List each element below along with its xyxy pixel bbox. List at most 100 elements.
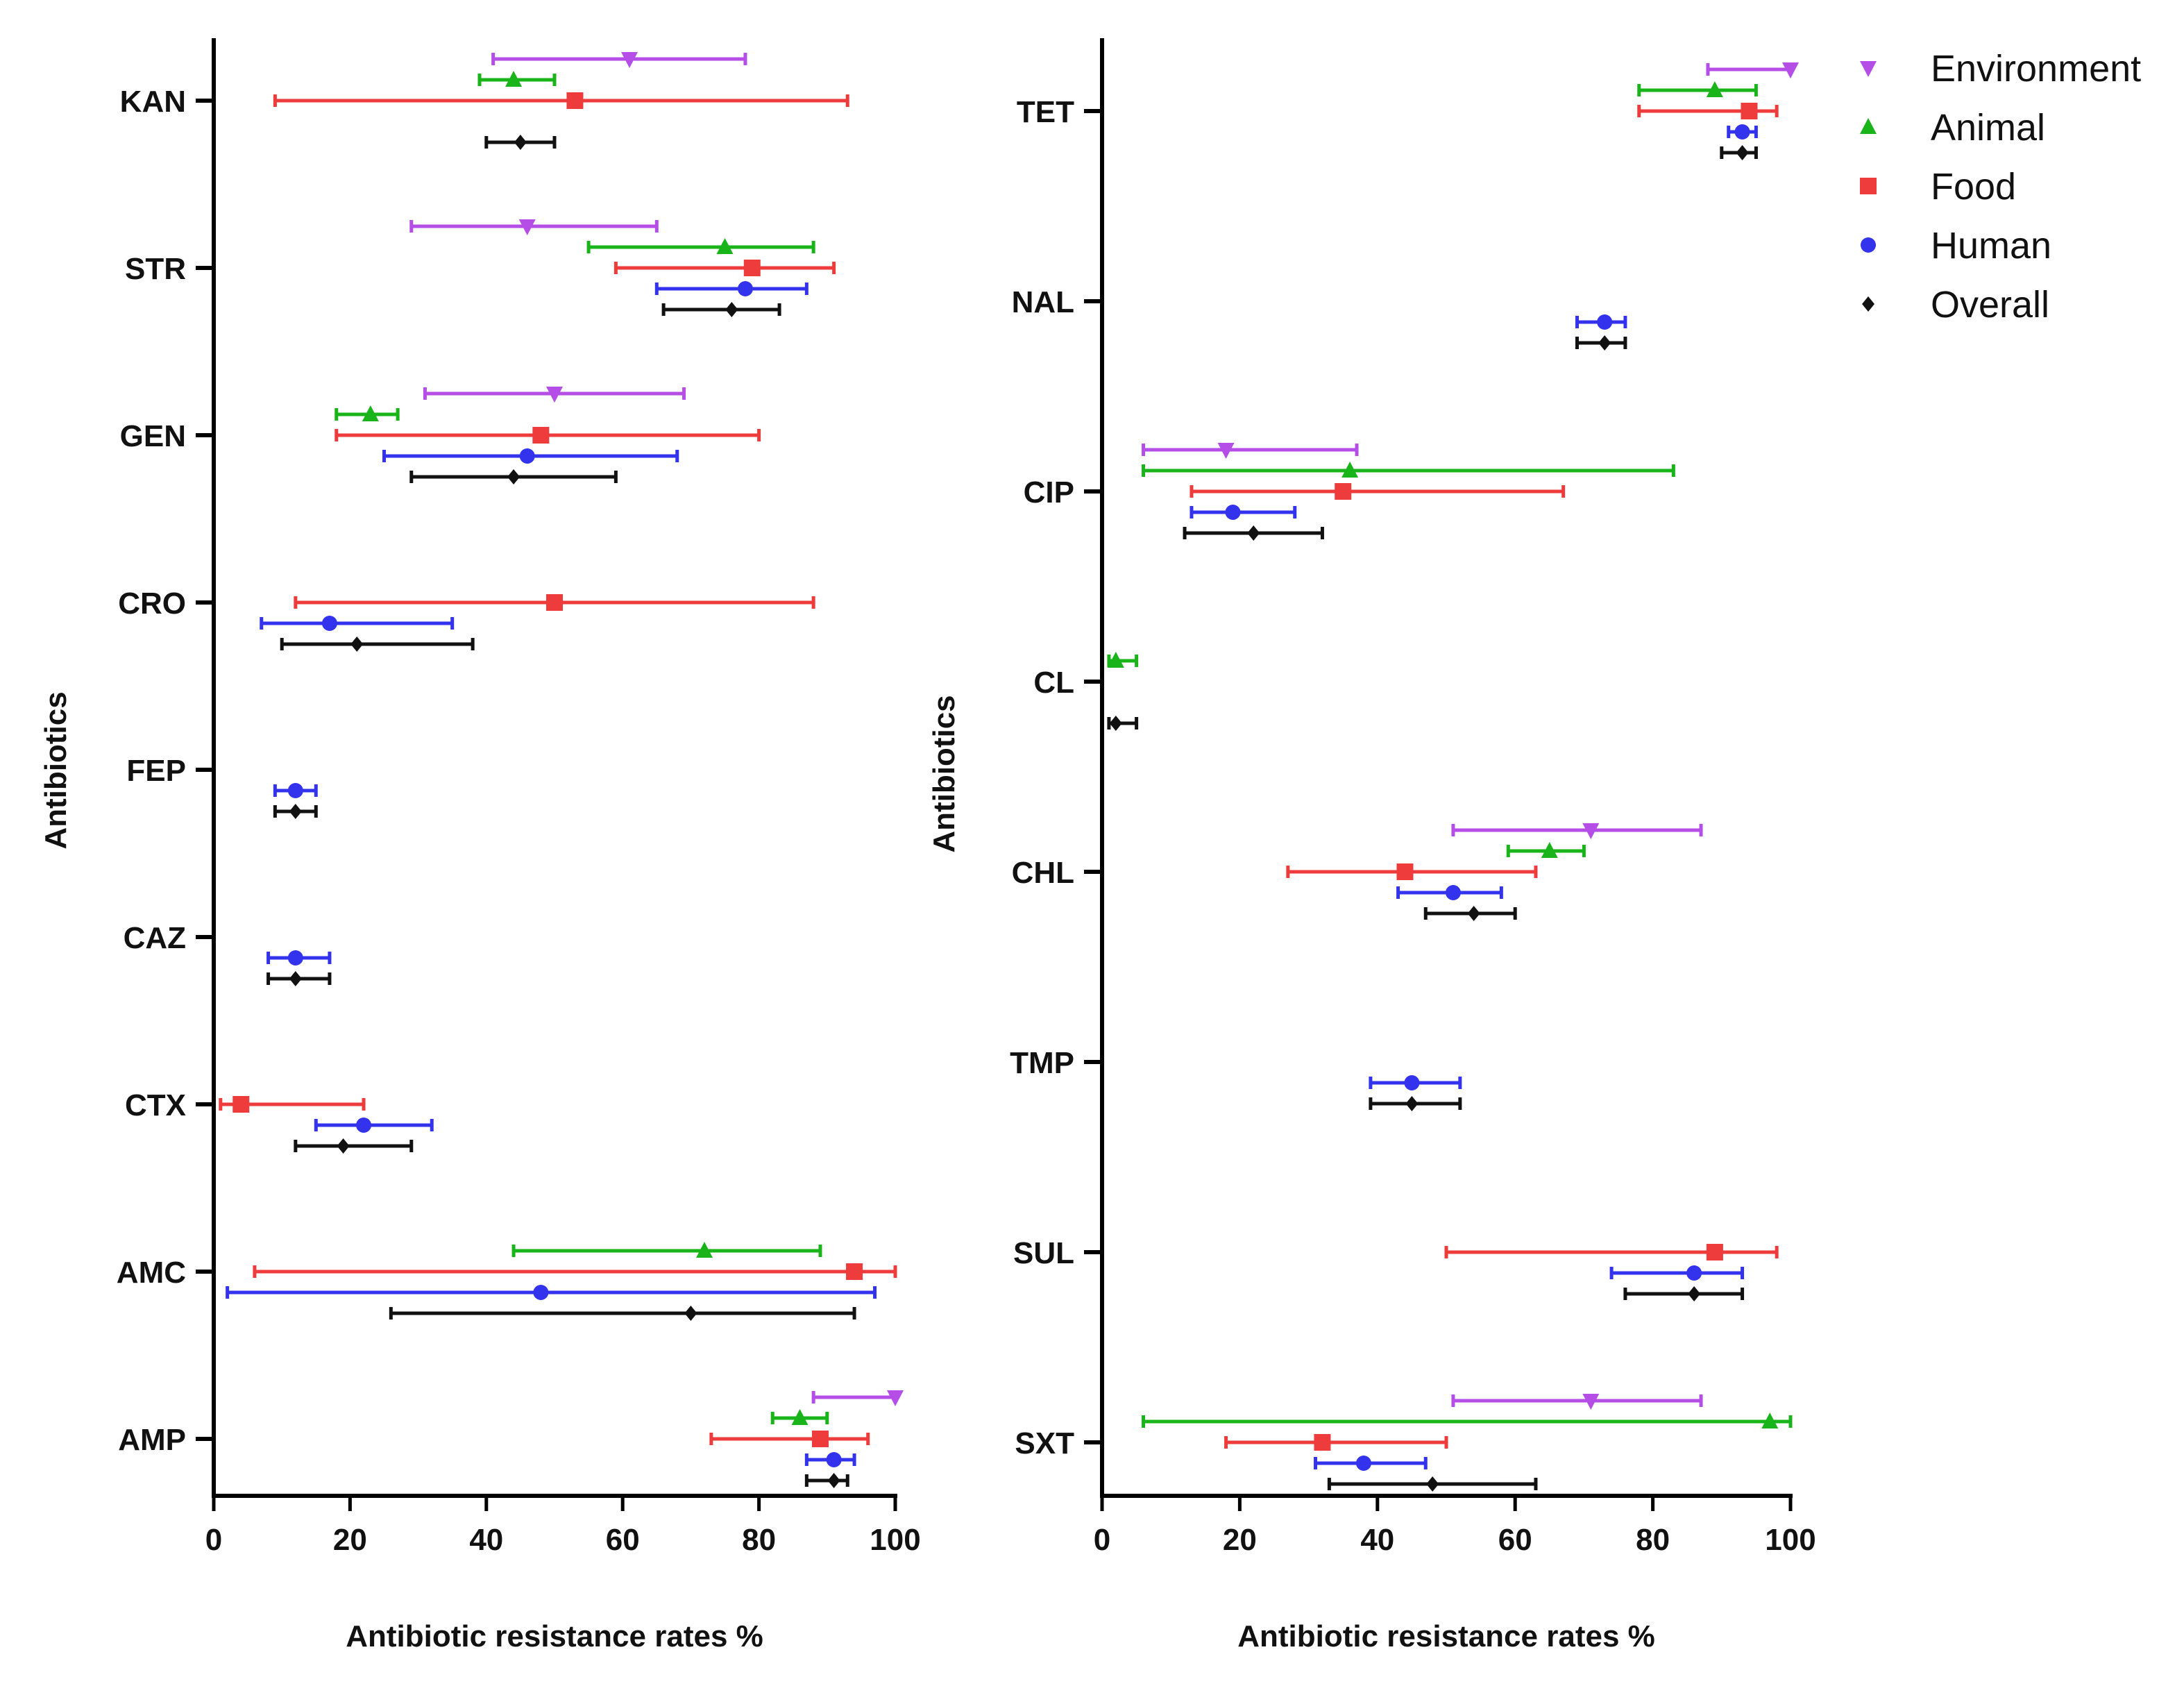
category-label-caz: CAZ [124,921,186,955]
legend-marker-human [1861,237,1876,253]
legend-marker-overall [1862,296,1874,312]
y-axis-title: Antibiotics [927,695,961,852]
human-cip-point [1225,505,1241,520]
human-str-point [737,281,753,296]
category-label-sul: SUL [1013,1236,1074,1270]
animal-amc-point [696,1242,713,1258]
food-amc-point [846,1263,863,1280]
x-tick-label: 40 [1360,1523,1394,1557]
x-axis-title: Antibiotic resistance rates % [1237,1619,1655,1653]
x-tick-label: 80 [1636,1523,1670,1557]
food-cip-point [1335,483,1352,500]
overall-gen-point [507,469,520,484]
category-label-tet: TET [1017,95,1074,129]
category-label-amp: AMP [118,1423,186,1457]
overall-fep-point [289,804,302,819]
legend: Environment Animal Food Human Overall [1860,48,2141,326]
legend-label-food: Food [1931,166,2016,208]
x-axis-title: Antibiotic resistance rates % [346,1619,763,1653]
overall-chl-point [1467,906,1480,921]
food-chl-point [1396,863,1414,880]
category-label-cip: CIP [1024,475,1074,509]
human-chl-point [1445,885,1461,900]
human-tmp-point [1404,1075,1420,1090]
legend-label-human: Human [1931,225,2051,267]
food-amp-point [811,1431,829,1447]
human-gen-point [519,448,535,464]
food-sul-point [1706,1244,1723,1261]
overall-kan-point [514,135,527,150]
category-label-fep: FEP [126,754,186,788]
environment-str-point [518,219,536,235]
legend-marker-animal [1860,118,1877,134]
environment-kan-point [621,52,638,68]
x-tick-label: 0 [1094,1523,1110,1557]
animal-amp-point [791,1409,809,1425]
category-label-str: STR [125,252,186,286]
overall-sxt-point [1426,1476,1439,1492]
category-label-cl: CL [1033,666,1074,700]
x-tick-label: 20 [333,1523,367,1557]
human-sul-point [1686,1265,1702,1281]
food-ctx-point [232,1096,250,1113]
human-amc-point [533,1285,549,1300]
animal-cl-point [1107,652,1124,668]
category-label-amc: AMC [117,1256,186,1290]
x-tick-label: 100 [870,1523,920,1557]
category-label-nal: NAL [1012,285,1074,319]
human-amp-point [826,1452,842,1467]
x-tick-label: 60 [606,1523,640,1557]
overall-str-point [725,302,738,317]
human-tet-point [1734,124,1750,140]
environment-amp-point [887,1390,904,1406]
overall-tet-point [1736,145,1749,160]
animal-sxt-point [1761,1413,1779,1428]
legend-marker-food [1860,178,1877,194]
overall-cip-point [1247,525,1260,541]
legend-label-environment: Environment [1931,48,2141,90]
category-label-cro: CRO [118,587,186,621]
legend-label-animal: Animal [1931,107,2045,149]
category-label-gen: GEN [120,419,186,453]
food-kan-point [566,92,584,109]
right-panel: 0 20 40 60 80 100 Antibiotic resistance rates … [927,38,1816,1653]
overall-nal-point [1598,335,1611,351]
x-tick-label: 80 [742,1523,776,1557]
human-sxt-point [1355,1456,1371,1471]
food-sxt-point [1314,1434,1331,1451]
environment-chl-point [1582,823,1600,839]
overall-tmp-point [1405,1096,1419,1111]
overall-ctx-point [337,1138,350,1154]
environment-sxt-point [1582,1394,1600,1410]
human-caz-point [287,950,303,966]
animal-gen-point [362,405,379,421]
human-cro-point [321,616,337,631]
human-nal-point [1597,314,1613,330]
y-axis-title: Antibiotics [39,691,73,849]
overall-cl-point [1109,716,1122,731]
animal-chl-point [1541,842,1558,858]
environment-cip-point [1217,443,1235,459]
category-label-tmp: TMP [1010,1046,1074,1080]
food-str-point [743,260,761,276]
animal-str-point [716,238,734,254]
x-tick-label: 60 [1498,1523,1532,1557]
category-label-chl: CHL [1012,856,1074,890]
environment-gen-point [546,387,563,403]
food-tet-point [1741,103,1758,119]
overall-amp-point [827,1473,840,1488]
category-label-kan: KAN [120,85,186,119]
legend-label-overall: Overall [1931,284,2049,326]
x-tick-label: 100 [1765,1523,1815,1557]
x-tick-label: 40 [469,1523,503,1557]
food-gen-point [532,427,550,444]
animal-tet-point [1706,81,1723,97]
x-tick-label: 0 [205,1523,222,1557]
animal-kan-point [505,71,523,87]
human-fep-point [287,783,303,798]
overall-sul-point [1688,1286,1701,1301]
food-cro-point [546,594,563,611]
overall-cro-point [350,637,364,652]
legend-marker-environment [1860,61,1877,77]
